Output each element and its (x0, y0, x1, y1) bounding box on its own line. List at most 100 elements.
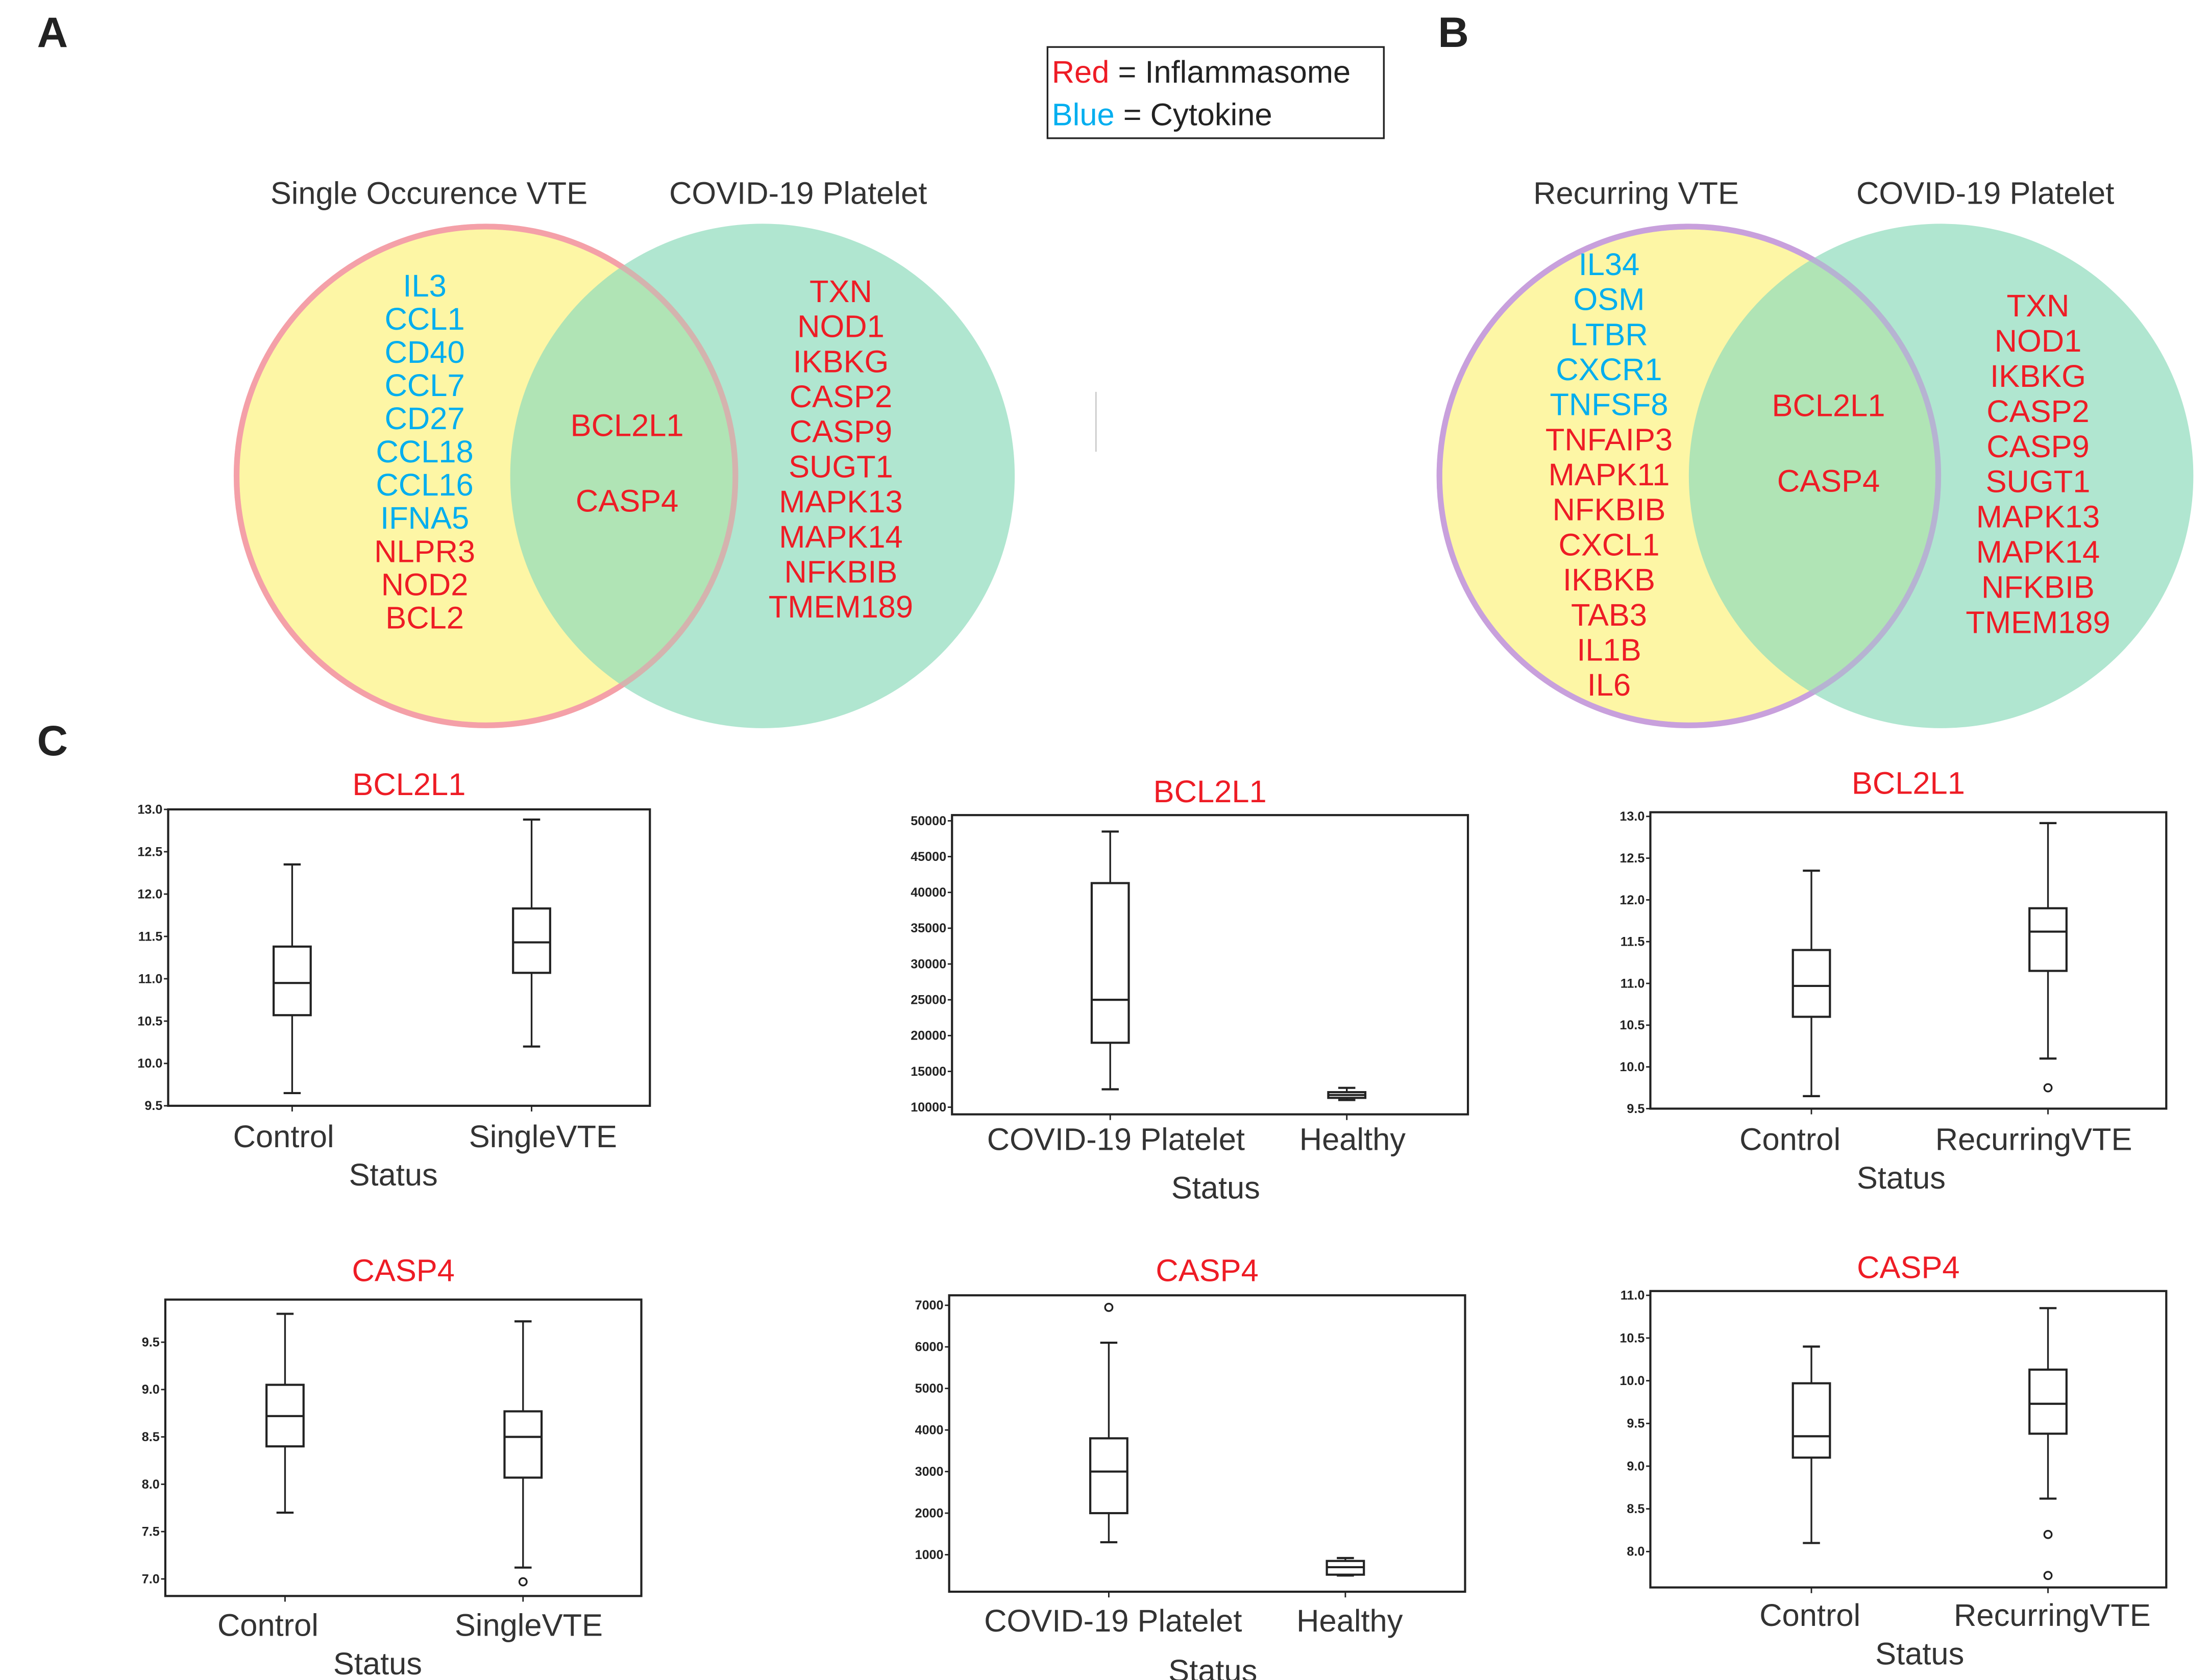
outlier-point (518, 1577, 528, 1587)
panel-label-b: B (1438, 8, 1468, 56)
gene-right: CASP9 (790, 414, 892, 450)
legend-box (1046, 46, 1385, 139)
gene-left: TNFAIP3 (1545, 422, 1673, 457)
y-tick-label: 9.0 (142, 1382, 160, 1397)
gene-right: CASP2 (1986, 394, 2089, 429)
x-category-label: Control (217, 1608, 318, 1643)
y-tick-label: 9.5 (142, 1335, 160, 1349)
plot-title: CASP4 (352, 1253, 455, 1288)
x-category-label: SingleVTE (469, 1119, 617, 1154)
gene-right: CASP2 (790, 379, 892, 414)
gene-right: IKBKG (1990, 359, 2086, 394)
y-tick-label: 12.5 (137, 845, 162, 859)
y-tick-label: 7.0 (142, 1572, 160, 1586)
x-category-label: Control (1739, 1122, 1840, 1157)
y-tick-label: 5000 (915, 1381, 944, 1396)
gene-right: TXN (809, 274, 872, 309)
box-plot-1: BCL2L1 9.5 10.0 10.5 11.0 11.5 12.0 12.5 13.0 Con… (137, 767, 651, 1193)
plot-title: CASP4 (1156, 1253, 1258, 1288)
iqr-box (512, 907, 551, 974)
box-plot-6: CASP4 8.0 8.5 9.0 9.5 10.0 10.5 11.0 Control Recu… (1619, 1250, 2168, 1671)
gene-left: IKBKB (1563, 562, 1655, 598)
plot-title: CASP4 (1857, 1250, 1959, 1286)
x-category-label: COVID-19 Platelet (984, 1603, 1242, 1639)
y-tick-label: 9.5 (1627, 1417, 1645, 1431)
y-tick-label: 11.5 (1621, 935, 1645, 949)
y-tick-label: 8.0 (1627, 1545, 1645, 1559)
plot-frame (1649, 811, 2168, 1110)
y-tick-label: 11.0 (1621, 976, 1645, 991)
gene-right: TXN (2007, 288, 2070, 324)
y-tick-label: 15000 (911, 1065, 946, 1079)
y-tick-label: 10.0 (137, 1056, 162, 1071)
plot-frame (164, 1298, 643, 1597)
gene-left: NOD2 (381, 567, 469, 602)
y-tick-label: 7000 (915, 1298, 944, 1313)
outlier-point (2043, 1529, 2053, 1539)
gene-left: NFKBIB (1553, 492, 1666, 528)
plot-frame (948, 1294, 1466, 1593)
gene-right: MAPK14 (779, 520, 902, 555)
gene-right: MAPK13 (779, 484, 902, 520)
y-tick-label: 10.5 (1619, 1331, 1645, 1345)
gene-left: CXCL1 (1558, 527, 1659, 562)
gene-left: IL1B (1577, 633, 1641, 668)
x-axis-label: Status (1168, 1653, 1257, 1680)
venn-a-right-title: COVID-19 Platelet (669, 176, 927, 211)
gene-right: IKBKG (793, 344, 889, 379)
venn-diagram-b: Recurring VTE COVID-19 Platelet IL34OSML… (1436, 176, 2194, 728)
gene-right: NOD1 (797, 309, 885, 344)
box-control (1791, 1345, 1831, 1593)
plot-title: BCL2L1 (352, 767, 465, 802)
box-singlevte (503, 1320, 543, 1602)
gene-shared: BCL2L1 (571, 408, 684, 443)
gene-left: MAPK11 (1549, 457, 1670, 492)
gene-left: IL34 (1579, 247, 1640, 282)
gene-right: TMEM189 (1966, 605, 2110, 640)
gene-right: NOD1 (1995, 324, 2082, 359)
y-tick-label: 10000 (911, 1100, 946, 1115)
gene-left: TAB3 (1571, 598, 1647, 633)
y-tick-label: 12.5 (1619, 851, 1645, 866)
box-plots: BCL2L1 9.5 10.0 10.5 11.0 11.5 12.0 12.5 13.0 Con… (137, 765, 2168, 1680)
box-plot-4: CASP4 7.0 7.5 8.0 8.5 9.0 9.5 Control SingleVTE S… (142, 1253, 643, 1680)
y-tick-label: 6000 (915, 1340, 944, 1354)
iqr-box (1791, 949, 1831, 1018)
legend: Red = Inflammasome Blue = Cytokine (1046, 46, 1385, 139)
outlier-point (2043, 1571, 2053, 1580)
iqr-box (2028, 907, 2068, 972)
gene-right: CASP9 (1986, 429, 2089, 464)
y-tick-label: 13.0 (137, 802, 162, 817)
gene-shared: CASP4 (1777, 463, 1880, 499)
x-category-label: Control (233, 1119, 334, 1154)
iqr-box (1090, 882, 1130, 1044)
venn-right-circle (510, 224, 1015, 728)
y-tick-label: 20000 (911, 1029, 946, 1043)
box-covid-19-platelet (1090, 830, 1130, 1120)
iqr-box (1089, 1437, 1128, 1515)
y-tick-label: 1000 (915, 1548, 944, 1562)
box-plot-5: CASP4 1000 2000 3000 4000 5000 6000 7000 COVID-1… (915, 1253, 1466, 1680)
y-tick-label: 10.0 (1619, 1060, 1645, 1074)
y-tick-label: 10.0 (1619, 1374, 1645, 1388)
gene-left: CCL7 (385, 368, 465, 403)
legend-red-word: Red (1052, 55, 1110, 90)
gene-left: LTBR (1570, 317, 1648, 352)
gene-left: CCL18 (376, 434, 474, 470)
box-control (1791, 870, 1831, 1115)
gene-right: SUGT1 (789, 449, 893, 484)
legend-red-text: = Inflammasome (1109, 55, 1351, 90)
outlier-point (1104, 1302, 1114, 1312)
gene-left: IL6 (1587, 668, 1631, 703)
x-axis-label: Status (1171, 1170, 1260, 1205)
box-healthy (1327, 1086, 1367, 1120)
y-tick-label: 9.5 (1627, 1102, 1645, 1116)
x-category-label: Healthy (1296, 1603, 1403, 1639)
venn-b-left-title: Recurring VTE (1533, 176, 1739, 211)
y-tick-label: 8.0 (142, 1477, 160, 1492)
panel-label-c: C (37, 717, 68, 764)
y-tick-label: 40000 (911, 885, 946, 900)
gene-right: SUGT1 (1986, 464, 2091, 500)
gene-right: NFKBIB (784, 554, 898, 589)
